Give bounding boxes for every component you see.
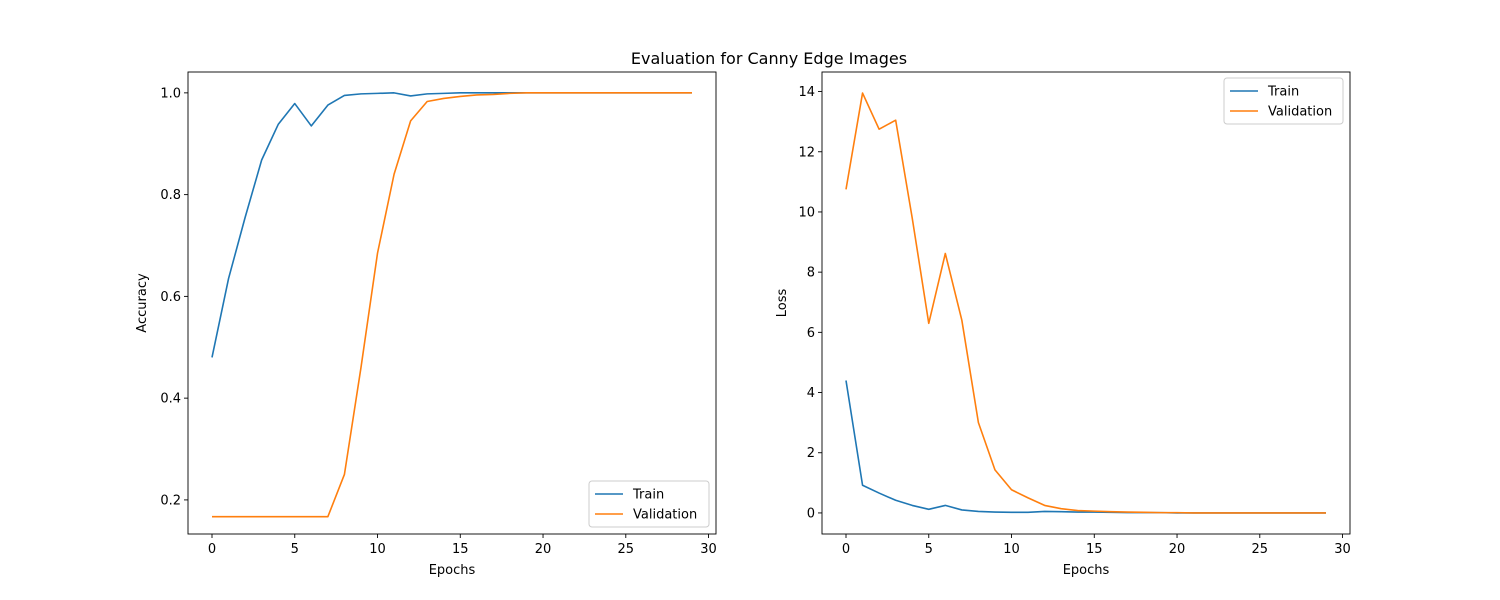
accuracy-x-axis-label: Epochs bbox=[429, 563, 476, 578]
accuracy-plot-frame bbox=[187, 71, 717, 535]
loss-ytick-label: 2 bbox=[807, 446, 815, 461]
accuracy-xtick-label: 15 bbox=[452, 542, 469, 557]
loss-legend-label-validation: Validation bbox=[1268, 105, 1332, 120]
accuracy-legend-label-validation: Validation bbox=[633, 508, 697, 523]
loss-ytick-label: 14 bbox=[798, 85, 815, 100]
accuracy-chart: 0 5 10 15 20 25 30 0.2 0.4 0.6 0.8 1.0 Epochs Accurac… bbox=[135, 71, 717, 578]
accuracy-series-validation-line bbox=[212, 92, 692, 518]
accuracy-xtick-label: 25 bbox=[618, 542, 635, 557]
loss-ytick-label: 6 bbox=[807, 326, 815, 341]
accuracy-xtick-label: 0 bbox=[208, 542, 216, 557]
accuracy-ytick-label: 0.6 bbox=[160, 290, 181, 305]
accuracy-xtick-label: 5 bbox=[291, 542, 299, 557]
accuracy-xtick-label: 10 bbox=[369, 542, 386, 557]
loss-ytick-label: 4 bbox=[807, 386, 815, 401]
loss-y-axis-label: Loss bbox=[775, 289, 790, 318]
accuracy-xtick-label: 30 bbox=[700, 542, 717, 557]
loss-xtick-label: 0 bbox=[842, 542, 850, 557]
loss-xtick-label: 25 bbox=[1252, 542, 1269, 557]
loss-xtick-label: 15 bbox=[1086, 542, 1103, 557]
accuracy-ytick-label: 1.0 bbox=[160, 86, 181, 101]
accuracy-xtick-label: 20 bbox=[535, 542, 552, 557]
loss-xtick-label: 20 bbox=[1169, 542, 1186, 557]
loss-chart: 0 5 10 15 20 25 30 0 2 4 6 8 10 12 14 Epochs Loss Train Va… bbox=[775, 71, 1351, 578]
loss-legend-label-train: Train bbox=[1267, 85, 1299, 100]
loss-ytick-label: 10 bbox=[798, 205, 815, 220]
loss-ytick-label: 0 bbox=[807, 506, 815, 521]
accuracy-legend-label-train: Train bbox=[632, 488, 664, 503]
accuracy-legend-box bbox=[588, 480, 710, 528]
accuracy-ytick-label: 0.8 bbox=[160, 188, 181, 203]
loss-legend-box bbox=[1223, 77, 1344, 125]
loss-plot-frame bbox=[821, 71, 1351, 535]
accuracy-y-axis-label: Accuracy bbox=[135, 273, 150, 333]
loss-ytick-label: 12 bbox=[798, 145, 815, 160]
loss-series-validation-line bbox=[845, 92, 1326, 514]
accuracy-ytick-label: 0.4 bbox=[160, 392, 181, 407]
loss-xtick-label: 30 bbox=[1334, 542, 1351, 557]
accuracy-legend: Train Validation bbox=[588, 480, 710, 528]
figure-title: Evaluation for Canny Edge Images bbox=[631, 49, 907, 68]
loss-x-axis-label: Epochs bbox=[1063, 563, 1110, 578]
loss-xtick-label: 5 bbox=[925, 542, 933, 557]
loss-legend: Train Validation bbox=[1223, 77, 1344, 125]
accuracy-ytick-label: 0.2 bbox=[160, 493, 181, 508]
loss-xtick-label: 10 bbox=[1003, 542, 1020, 557]
loss-ytick-label: 8 bbox=[807, 266, 815, 281]
